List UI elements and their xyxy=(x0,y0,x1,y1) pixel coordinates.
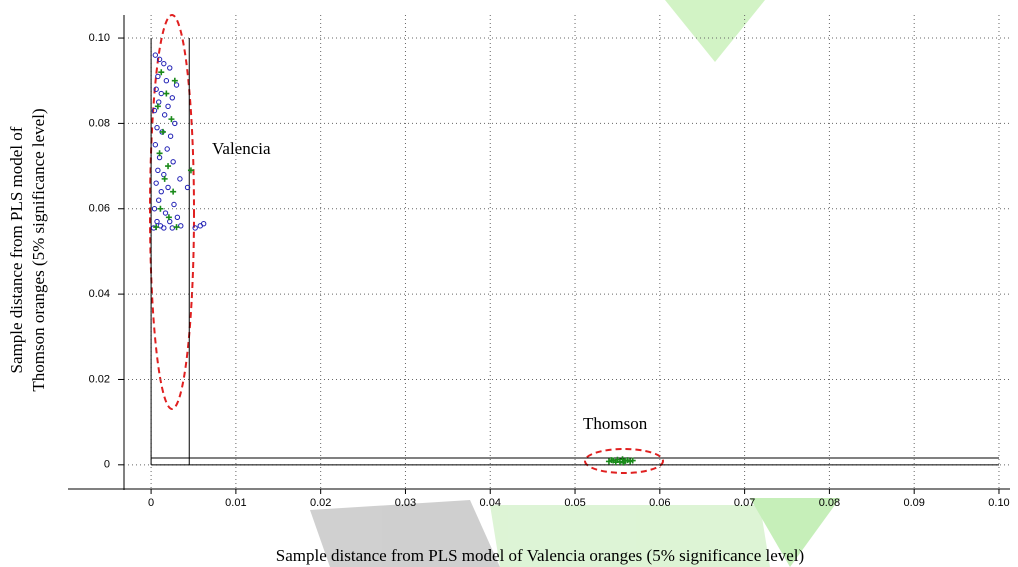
point xyxy=(165,103,171,110)
point xyxy=(171,77,178,84)
y-tick-label: 0.04 xyxy=(89,288,110,300)
x-tick-label: 0.10 xyxy=(988,497,1009,509)
point xyxy=(154,103,161,110)
point xyxy=(161,171,167,178)
point xyxy=(173,224,180,231)
point xyxy=(168,116,175,123)
point xyxy=(174,214,181,220)
point xyxy=(155,167,161,174)
point xyxy=(156,150,163,157)
point xyxy=(158,69,165,76)
point xyxy=(153,224,160,231)
point xyxy=(165,163,172,170)
point xyxy=(165,214,172,221)
point xyxy=(161,225,167,231)
point xyxy=(151,107,158,114)
point xyxy=(200,220,207,227)
x-tick-label: 0.01 xyxy=(225,497,246,509)
point xyxy=(156,197,162,203)
point xyxy=(153,180,159,186)
x-tick-label: 0.03 xyxy=(395,497,416,509)
point xyxy=(161,175,168,182)
point xyxy=(169,225,175,231)
point xyxy=(167,65,173,71)
point xyxy=(177,176,183,182)
thomson-ellipse xyxy=(584,448,664,474)
point xyxy=(153,86,159,92)
x-tick-label: 0.05 xyxy=(564,497,585,509)
x-tick-label: 0.08 xyxy=(819,497,840,509)
point xyxy=(165,184,171,191)
watermark xyxy=(310,0,840,567)
annotation: Valencia xyxy=(212,139,271,158)
point xyxy=(152,142,159,148)
point xyxy=(162,210,169,216)
y-tick-label: 0.08 xyxy=(89,117,110,129)
x-tick-label: 0.06 xyxy=(649,497,670,509)
point xyxy=(187,167,194,174)
point xyxy=(155,73,161,80)
x-tick-label: 0.02 xyxy=(310,497,331,509)
point xyxy=(178,223,184,229)
point xyxy=(184,184,191,191)
x-axis-label: Sample distance from PLS model of Valenc… xyxy=(276,546,804,565)
point xyxy=(608,457,615,464)
y-tick-label: 0 xyxy=(104,459,110,471)
point xyxy=(161,60,167,67)
point xyxy=(152,52,159,58)
point xyxy=(159,128,166,135)
point xyxy=(161,112,168,118)
point xyxy=(151,206,158,212)
y-tick-label: 0.02 xyxy=(89,373,110,385)
valencia-ellipse xyxy=(149,14,195,410)
y-axis-label-line: Thomson oranges (5% significance level) xyxy=(29,108,48,391)
y-tick-label: 0.10 xyxy=(89,32,110,44)
point xyxy=(163,90,170,97)
point xyxy=(171,201,177,208)
point xyxy=(170,159,176,165)
point xyxy=(169,95,175,101)
y-axis-label-line: Sample distance from PLS model of xyxy=(7,126,26,373)
point xyxy=(157,205,164,212)
x-tick-label: 0.07 xyxy=(734,497,755,509)
point xyxy=(156,56,163,63)
y-tick-label: 0.06 xyxy=(89,203,110,215)
point xyxy=(158,90,164,97)
point xyxy=(192,225,198,231)
x-tick-label: 0 xyxy=(148,497,154,509)
point xyxy=(167,218,173,225)
x-tick-label: 0.04 xyxy=(480,497,501,509)
point xyxy=(612,459,619,466)
point xyxy=(173,82,180,88)
point xyxy=(163,78,170,84)
point xyxy=(629,457,636,464)
point xyxy=(167,133,174,139)
point xyxy=(172,120,178,127)
point xyxy=(170,188,177,195)
point xyxy=(154,218,160,225)
point xyxy=(154,124,160,131)
point xyxy=(156,99,162,105)
point xyxy=(164,146,170,152)
annotation: Thomson xyxy=(583,414,648,433)
point xyxy=(620,459,627,466)
x-tick-label: 0.09 xyxy=(903,497,924,509)
y-axis-label: Sample distance from PLS model of Thomso… xyxy=(7,108,48,391)
point xyxy=(158,188,164,195)
